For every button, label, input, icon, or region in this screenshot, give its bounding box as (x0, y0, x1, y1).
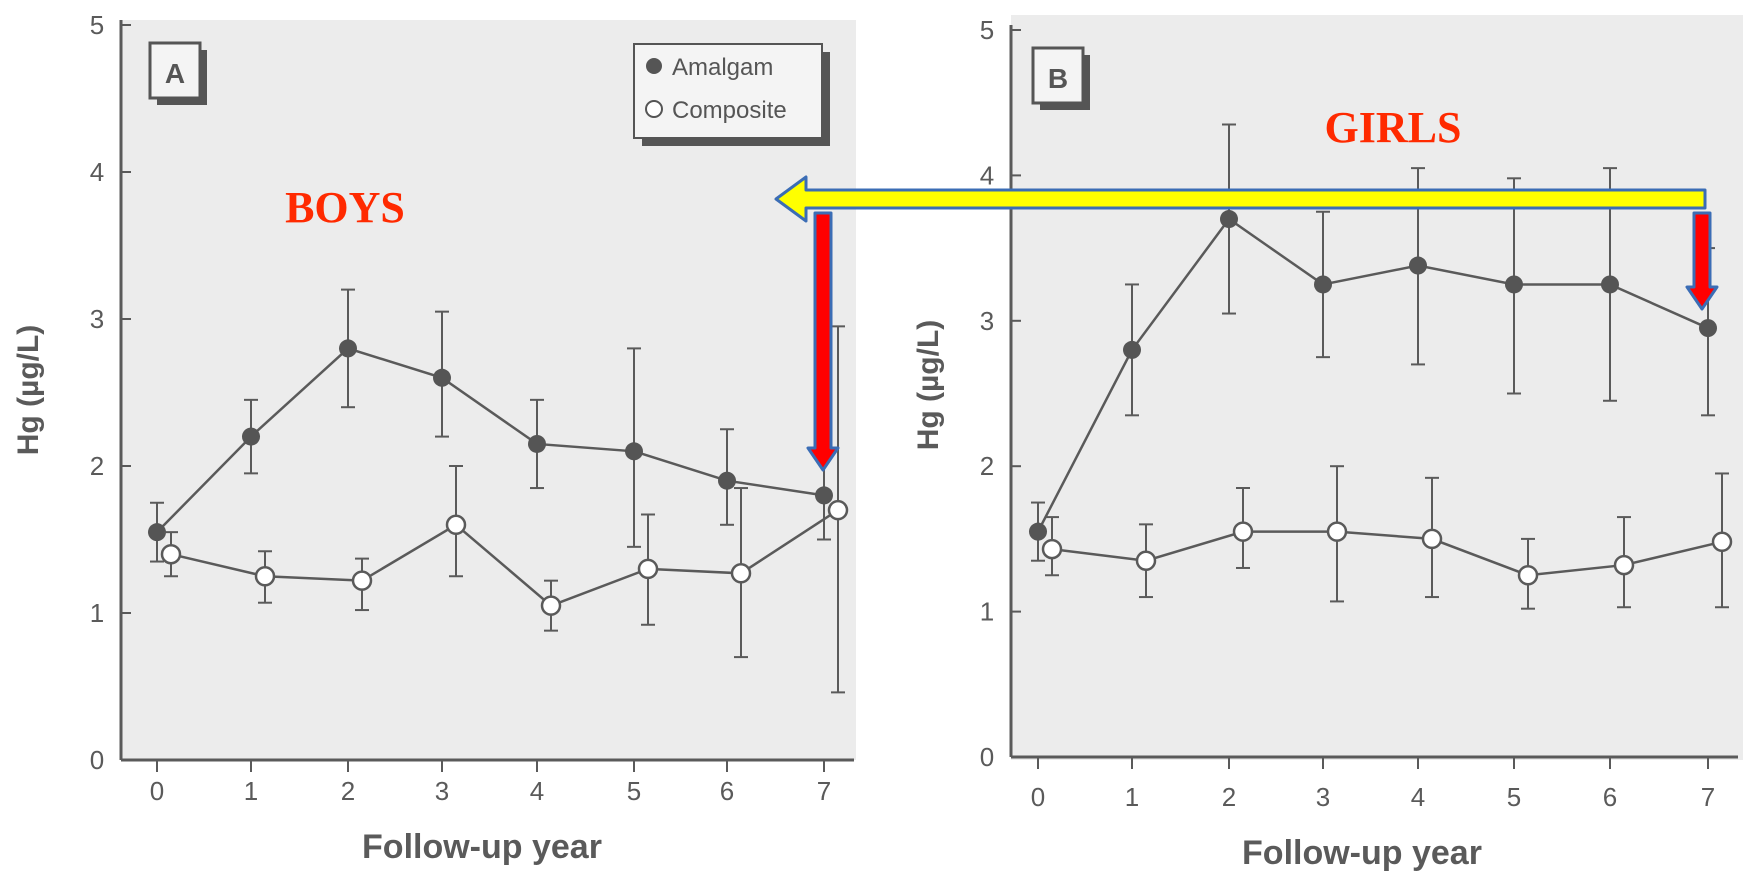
panel-a-amalgam-point (625, 442, 643, 461)
panel-a-composite-point (637, 558, 659, 580)
panel-b-amalgam-point (1601, 275, 1619, 294)
panel-b-composite-point (1232, 521, 1254, 542)
panel-a-x-tick-label: 3 (435, 776, 449, 806)
panel-b-amalgam-point (1699, 319, 1717, 338)
panel-a-amalgam-point (718, 471, 736, 490)
panel-b-x-tick-label: 6 (1603, 782, 1617, 812)
panel-b-x-tick-label: 0 (1031, 782, 1045, 812)
panel-a-x-tick-label: 7 (817, 776, 831, 806)
panel-b-composite-point (1421, 528, 1443, 550)
legend: Amalgam Composite (633, 43, 830, 146)
panel-a-composite-line (170, 509, 839, 608)
panel-a-composite-point (254, 566, 276, 587)
panel-b-y-tick-label: 2 (980, 451, 994, 481)
panel-b-amalgam-point (1220, 210, 1238, 229)
panel-a-composite-point (351, 570, 373, 591)
legend-amalgam-label: Amalgam (672, 54, 773, 81)
panel-a-y-tick-label: 1 (90, 598, 104, 628)
legend-composite-marker (645, 100, 663, 118)
panel-b-amalgam-point (1505, 275, 1523, 294)
comparison-arrow-yellow (774, 175, 1707, 223)
panel-a-x-tick-label: 0 (150, 776, 164, 806)
panel-a-x-tick-label: 5 (627, 776, 641, 806)
panel-a-composite-point (730, 563, 752, 584)
panel-b-x-tick-label: 7 (1701, 782, 1715, 812)
panel-a-composite-point (540, 595, 562, 616)
panel-b-composite-point (1517, 565, 1539, 586)
panel-a-y-tick-label: 5 (90, 10, 104, 40)
girls-end-arrow-red (1685, 211, 1719, 311)
panel-b-x-tick-label: 3 (1316, 782, 1330, 812)
panel-b-label-box: B (1031, 46, 1090, 110)
panel-a-x-tick-label: 1 (244, 776, 258, 806)
panel-b-amalgam-point (1409, 256, 1427, 275)
boys-end-arrow-red (806, 211, 840, 472)
panel-a-y-tick-label: 2 (90, 451, 104, 481)
panel-a-amalgam-point (148, 523, 166, 542)
panel-b-amalgam-point (1314, 275, 1332, 294)
panel-a-x-tick-label: 6 (720, 776, 734, 806)
panel-b-y-tick-label: 5 (980, 15, 994, 45)
panel-b-x-tick-label: 2 (1222, 782, 1236, 812)
panel-b-x-tick-label: 4 (1411, 782, 1425, 812)
panel-b-x-axis-title: Follow-up year (1242, 834, 1482, 872)
panel-b-y-tick-label: 4 (980, 160, 994, 190)
panel-a: 0 1 2 3 4 5 0 1 2 3 4 5 6 7 Follow-up year Hg (µg/L) (12, 10, 854, 866)
panel-a-amalgam-point (242, 427, 260, 446)
panel-b-composite-line (1051, 530, 1723, 577)
panel-a-y-tick-label: 3 (90, 304, 104, 334)
panel-b-amalgam-line (1036, 217, 1709, 533)
panel-a-amalgam-point (528, 434, 546, 453)
panel-b-x-tick-label: 1 (1125, 782, 1139, 812)
panel-b-y-tick-label: 3 (980, 306, 994, 336)
panel-b-label: B (1048, 63, 1068, 94)
panel-a-composite-point (827, 499, 849, 521)
panel-b: 0 1 2 3 4 5 0 1 2 3 4 5 6 7 Follow-up year Hg (µg/L) (912, 15, 1738, 872)
legend-amalgam-marker (646, 58, 662, 74)
girls-annotation: GIRLS (1325, 103, 1462, 152)
panel-a-x-tick-label: 2 (341, 776, 355, 806)
boys-annotation: BOYS (285, 183, 405, 232)
panel-b-composite-point (1326, 521, 1348, 542)
panel-a-y-tick-label: 4 (90, 157, 104, 187)
panel-b-composite-point (1613, 554, 1635, 576)
panel-a-amalgam-point (433, 368, 451, 387)
panel-a-x-tick-label: 4 (530, 776, 544, 806)
legend-composite-label: Composite (672, 97, 787, 124)
panel-b-y-axis-title: Hg (µg/L) (912, 320, 945, 451)
panel-a-composite-point (445, 514, 467, 536)
panel-b-composite-point (1711, 531, 1733, 553)
panel-a-y-axis-title: Hg (µg/L) (12, 325, 45, 456)
panel-a-y-tick-label: 0 (90, 745, 104, 775)
panel-a-amalgam-point (339, 339, 357, 358)
panel-a-x-axis-title: Follow-up year (362, 828, 602, 866)
panel-a-label-box: A (148, 41, 207, 105)
panel-a-amalgam-point (815, 486, 833, 505)
panel-b-y-tick-label: 0 (980, 742, 994, 772)
panel-b-composite-point (1041, 538, 1063, 560)
panel-a-amalgam-line (156, 346, 825, 534)
panel-b-y-tick-label: 1 (980, 597, 994, 627)
panel-b-amalgam-point (1029, 522, 1047, 541)
panel-b-amalgam-point (1123, 340, 1141, 359)
panel-b-x-tick-label: 5 (1507, 782, 1521, 812)
panel-a-composite-point (160, 543, 182, 565)
panel-a-label: A (165, 58, 185, 89)
panel-b-composite-point (1135, 550, 1157, 571)
